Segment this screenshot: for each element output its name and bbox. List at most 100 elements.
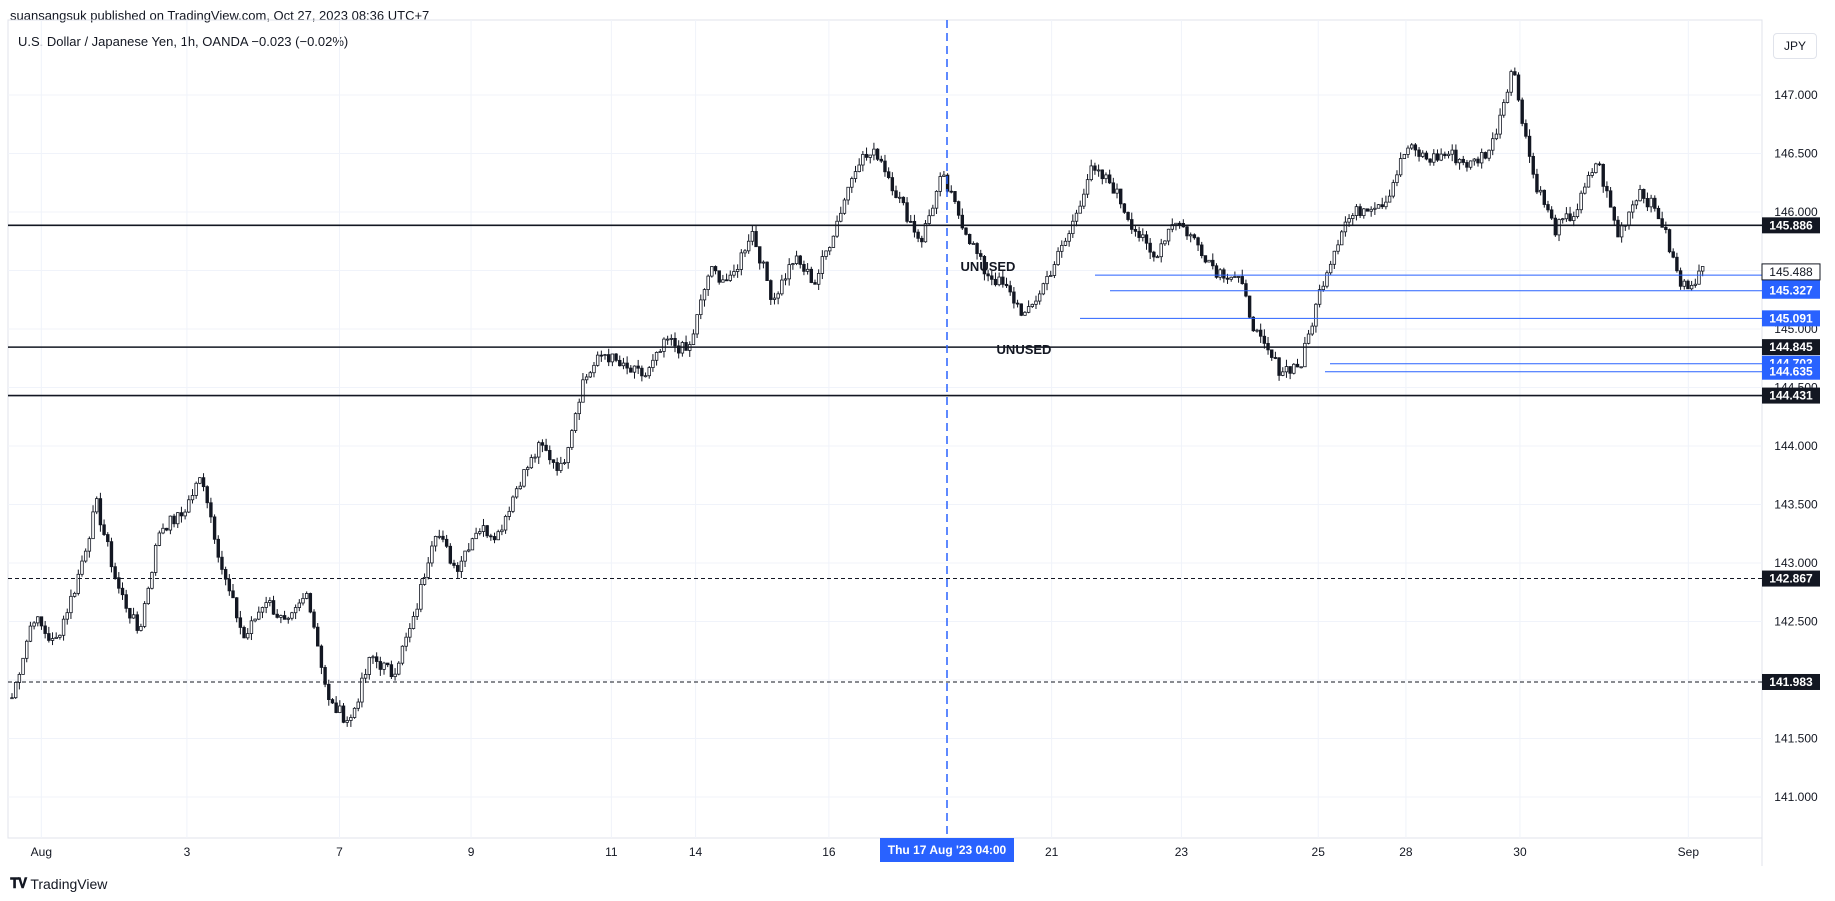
x-tick-label: 21 <box>1045 845 1059 859</box>
candle-body <box>761 261 766 264</box>
ray-price-tag <box>1762 363 1820 380</box>
candle-body <box>537 442 541 458</box>
candle-body <box>1549 209 1554 219</box>
candle-body <box>1483 152 1488 159</box>
annotations[interactable]: UNUSED UNUSED <box>961 259 1052 357</box>
candle-body <box>739 252 744 270</box>
candle-body <box>956 201 961 216</box>
candle-body <box>345 720 349 723</box>
candle-body <box>993 278 998 286</box>
ray-levels[interactable] <box>1080 274 1762 373</box>
candle-body <box>1491 138 1495 151</box>
candle-body <box>327 683 331 700</box>
candle-body <box>341 705 346 723</box>
candle-body <box>474 532 478 540</box>
candle-body <box>787 264 791 280</box>
candle-body <box>308 593 313 613</box>
candle-body <box>1619 225 1624 238</box>
candle-body <box>1417 149 1421 157</box>
candle-body <box>828 247 832 252</box>
candle-body <box>1671 251 1675 258</box>
unused-annotation[interactable]: UNUSED <box>961 259 1016 274</box>
candle-body <box>923 223 928 243</box>
candle-body <box>1037 293 1042 302</box>
tradingview-logo[interactable]: 𝐓𝐕 TradingView <box>10 875 107 892</box>
candle-body <box>1074 212 1079 222</box>
candle-body <box>1472 158 1477 162</box>
candle-body <box>257 611 261 620</box>
candle-body <box>1553 217 1558 236</box>
candle-body <box>776 293 780 299</box>
candle-body <box>1365 208 1370 212</box>
candle-body <box>87 538 92 552</box>
candle-body <box>1299 366 1303 369</box>
candle-body <box>282 615 287 620</box>
candle-body <box>577 401 581 415</box>
candle-body <box>260 607 265 613</box>
candle-body <box>1174 222 1178 225</box>
candle-body <box>798 255 802 265</box>
candle-body <box>408 628 412 638</box>
candle-body <box>1177 222 1182 225</box>
candle-body <box>1270 349 1274 358</box>
candle-body <box>39 616 44 627</box>
y-tick-label: 141.000 <box>1774 790 1818 804</box>
candle-body <box>168 515 173 531</box>
candle-body <box>91 511 95 540</box>
unused-annotation[interactable]: UNUSED <box>997 342 1052 357</box>
currency-button[interactable]: JPY <box>1773 33 1817 59</box>
candle-body <box>500 529 504 533</box>
candle-body <box>1200 244 1204 257</box>
candle-body <box>467 549 471 552</box>
candle-body <box>890 177 895 192</box>
candle-body <box>1281 371 1285 376</box>
candle-body <box>964 227 968 235</box>
candle-body <box>1347 218 1351 223</box>
candle-body <box>492 536 497 541</box>
symbol-legend[interactable]: U.S. Dollar / Japanese Yen, 1h, OANDA −0… <box>18 34 349 49</box>
candle-body <box>201 477 206 488</box>
candle-body <box>190 495 195 501</box>
candle-body <box>478 531 482 534</box>
plot-frame <box>7 19 1763 839</box>
candle-body <box>279 615 283 618</box>
candle-body <box>592 364 596 374</box>
candle-body <box>1384 201 1388 208</box>
candle-body <box>588 372 592 378</box>
candle-body <box>665 338 670 341</box>
axes[interactable]: 147.000146.500146.000145.500145.000144.5… <box>31 88 1821 859</box>
candle-body <box>610 353 615 363</box>
candle-body <box>1667 229 1672 253</box>
candle-body <box>1465 162 1469 168</box>
candle-body <box>83 550 88 562</box>
candle-body <box>997 276 1001 286</box>
candle-body <box>820 256 825 274</box>
candle-body <box>131 614 136 619</box>
candle-body <box>1310 325 1314 335</box>
horizontal-levels[interactable] <box>8 224 1762 683</box>
candle-body <box>231 590 235 599</box>
candle-body <box>632 365 637 373</box>
candle-body <box>1362 208 1366 216</box>
candle-body <box>1229 276 1233 280</box>
candle-body <box>559 462 563 471</box>
candle-body <box>139 626 143 631</box>
candle-body <box>533 456 537 459</box>
level-price-label: 142.867 <box>1769 572 1813 586</box>
candle-body <box>607 354 611 363</box>
candle-body <box>975 243 979 254</box>
candle-body <box>113 566 117 579</box>
candle-body <box>883 160 887 173</box>
candle-body <box>1089 165 1093 181</box>
candle-body <box>621 362 626 367</box>
y-tick-label: 146.000 <box>1774 205 1818 219</box>
candle-body <box>76 573 81 594</box>
candle-body <box>205 486 209 504</box>
level-price-tag <box>1762 339 1820 356</box>
grid <box>7 19 1763 866</box>
candle-body <box>1700 266 1705 272</box>
candle-body <box>548 450 552 461</box>
candle-body <box>290 612 294 619</box>
candle-body <box>1638 189 1642 202</box>
